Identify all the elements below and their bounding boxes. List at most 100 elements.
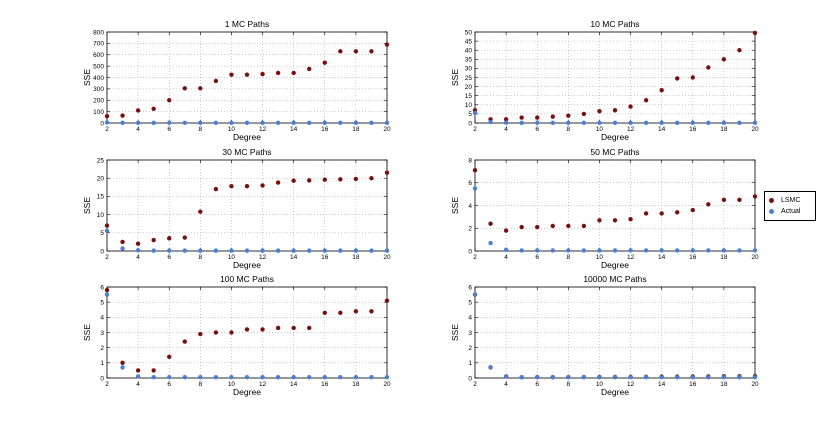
actual-data-point — [752, 120, 758, 126]
x-axis-label: Degree — [601, 387, 629, 397]
lsmc-data-point — [167, 354, 172, 359]
lsmc-data-point — [213, 78, 219, 84]
x-tick-label: 20 — [751, 381, 759, 388]
lsmc-data-point — [229, 72, 234, 77]
actual-data-point — [291, 120, 296, 125]
lsmc-data-point — [322, 60, 327, 65]
actual-data-point — [690, 375, 695, 380]
y-tick-label: 20 — [465, 84, 473, 91]
x-tick-label: 8 — [567, 126, 571, 133]
x-tick-label: 8 — [199, 381, 203, 388]
chart-title: 50 MC Paths — [590, 147, 639, 157]
lsmc-data-point — [690, 207, 695, 213]
y-axis-label: SSE — [450, 197, 460, 214]
subplot-2: 2 4 6 8 10 12 14 16 18 20 0 5 10 15 20 25 30 35 40 45 50 10 M… — [450, 19, 759, 142]
actual-data-point — [659, 375, 664, 380]
actual-data-point — [643, 248, 649, 253]
lsmc-data-point — [706, 202, 711, 207]
actual-data-point — [628, 248, 633, 253]
y-tick-label: 4 — [468, 203, 472, 210]
lsmc-data-point — [519, 224, 524, 230]
actual-data-point — [322, 248, 327, 253]
lsmc-data-point — [550, 114, 555, 119]
x-tick-label: 8 — [567, 381, 571, 388]
x-tick-label: 2 — [105, 254, 109, 261]
y-tick-label: 400 — [93, 75, 104, 82]
x-tick-label: 6 — [535, 254, 539, 261]
actual-data-point — [260, 375, 265, 380]
y-tick-label: 1 — [100, 360, 104, 367]
actual-data-point — [229, 120, 234, 125]
legend-item-actual: Actual — [769, 206, 800, 216]
y-axis-label: SSE — [82, 324, 92, 341]
x-tick-label: 4 — [504, 254, 508, 261]
lsmc-data-point — [182, 86, 187, 91]
lsmc-data-point — [291, 70, 296, 76]
y-tick-label: 10 — [97, 212, 105, 219]
actual-data-point — [628, 120, 633, 126]
legend-label-actual: Actual — [781, 207, 801, 215]
lsmc-data-point — [384, 42, 390, 47]
lsmc-data-point — [151, 237, 156, 243]
lsmc-data-point — [275, 325, 281, 331]
actual-data-point — [503, 247, 509, 253]
actual-data-point — [488, 240, 493, 246]
x-axis-label: Degree — [601, 260, 629, 270]
x-tick-label: 20 — [383, 126, 391, 133]
chart-title: 1 MC Paths — [225, 19, 269, 29]
actual-data-point — [706, 248, 711, 253]
actual-data-point — [244, 375, 250, 380]
lsmc-data-point — [659, 211, 664, 216]
x-tick-label: 10 — [228, 254, 236, 261]
x-tick-label: 12 — [259, 126, 267, 133]
lsmc-data-point — [338, 177, 343, 182]
x-tick-label: 6 — [167, 254, 171, 261]
y-tick-label: 0 — [100, 120, 104, 127]
x-tick-label: 4 — [136, 126, 140, 133]
x-tick-label: 20 — [383, 381, 391, 388]
actual-data-point — [167, 120, 172, 125]
actual-data-point — [737, 375, 742, 380]
x-tick-label: 16 — [321, 126, 329, 133]
actual-data-point — [338, 375, 343, 380]
actual-data-point — [229, 248, 234, 253]
actual-data-point — [135, 248, 141, 253]
y-tick-label: 3 — [100, 330, 104, 337]
lsmc-data-point — [198, 331, 203, 337]
chart-title: 30 MC Paths — [222, 147, 271, 157]
actual-data-point — [167, 248, 172, 253]
y-tick-label: 50 — [465, 29, 473, 36]
lsmc-data-point — [244, 72, 250, 77]
lsmc-data-point — [488, 221, 493, 226]
lsmc-data-point — [260, 183, 265, 188]
actual-data-point — [519, 248, 524, 253]
x-axis-label: Degree — [233, 260, 261, 270]
actual-data-point — [550, 248, 555, 253]
actual-data-point — [597, 120, 602, 126]
lsmc-data-point — [384, 170, 390, 175]
actual-data-point — [353, 248, 359, 253]
actual-data-point — [566, 375, 571, 380]
lsmc-data-point — [353, 176, 359, 182]
x-tick-label: 12 — [259, 254, 267, 261]
lsmc-data-point — [229, 184, 234, 189]
lsmc-data-point — [322, 310, 327, 315]
lsmc-data-point — [244, 184, 250, 189]
lsmc-data-point — [229, 330, 234, 335]
lsmc-data-point — [244, 327, 250, 332]
actual-data-point — [597, 248, 602, 253]
x-axis-label: Degree — [233, 132, 261, 142]
x-tick-label: 6 — [167, 126, 171, 133]
lsmc-data-point — [135, 368, 141, 373]
lsmc-data-point — [675, 210, 680, 215]
actual-data-point — [550, 375, 555, 380]
actual-data-point — [659, 248, 664, 253]
actual-data-point — [550, 120, 555, 126]
actual-data-point — [353, 120, 359, 125]
actual-data-point — [120, 365, 125, 370]
x-tick-label: 14 — [658, 126, 666, 133]
actual-data-point — [120, 120, 125, 125]
lsmc-data-point — [104, 113, 110, 119]
lsmc-data-point — [275, 180, 281, 185]
